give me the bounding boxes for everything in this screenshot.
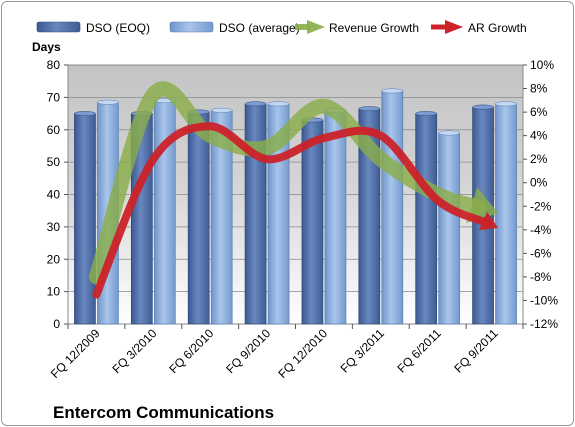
x-tick-label: FQ 6/2010 — [166, 326, 216, 376]
bar-dso-eoq-top — [415, 111, 437, 117]
legend-swatch-dso-eoq — [36, 21, 81, 33]
y-tick-label: 50 — [47, 155, 61, 169]
bar-dso-eoq — [74, 113, 96, 325]
ar-growth-line — [92, 122, 491, 299]
legend-label-revenue-growth: Revenue Growth — [329, 21, 419, 35]
bar-dso-average — [438, 132, 461, 325]
bar-dso-average — [324, 109, 347, 325]
bar-dso-average-top — [438, 130, 460, 136]
y-tick-label: 40 — [47, 188, 61, 202]
y-tick-label: 60 — [47, 123, 61, 137]
x-tick-label: FQ 12/2010 — [275, 326, 330, 381]
y2-tick-label: 6% — [530, 105, 548, 119]
y-tick-label: 0 — [53, 317, 60, 331]
x-tick-label: FQ 9/2010 — [223, 326, 273, 376]
y2-tick-label: 8% — [530, 82, 548, 96]
bar-dso-eoq-top — [244, 101, 267, 107]
y-tick-label: 30 — [47, 220, 61, 234]
bar-dso-average-top — [210, 107, 233, 113]
bar-dso-average-top — [381, 88, 404, 94]
y-tick-label: 70 — [47, 90, 61, 104]
bar-dso-eoq — [415, 113, 438, 325]
y2-tick-label: 4% — [530, 129, 548, 143]
y2-tick-label: -12% — [530, 317, 558, 331]
y2-tick-label: -2% — [530, 199, 552, 213]
line-series — [88, 81, 499, 299]
y-tick-label: 20 — [47, 252, 61, 266]
legend-swatch-ar-growth — [431, 20, 463, 34]
legend-swatch-dso-average — [169, 21, 214, 33]
x-tick-label: FQ 12/2009 — [48, 326, 103, 381]
y2-tick-label: 2% — [530, 152, 548, 166]
bar-dso-eoq — [301, 119, 324, 325]
revenue-growth-arrowhead — [466, 187, 499, 223]
x-tick-label: FQ 6/2011 — [394, 326, 444, 376]
ar-growth-arrowhead — [478, 211, 499, 231]
bar-dso-average — [381, 90, 404, 325]
x-tick-label: FQ 3/2011 — [338, 326, 388, 376]
bar-dso-average-top — [97, 99, 119, 105]
bar-dso-eoq — [244, 103, 267, 325]
legend-swatch-revenue-growth — [295, 20, 325, 34]
y-axis-title: Days — [32, 40, 61, 54]
bar-dso-average-top — [495, 101, 517, 107]
legend-label-dso-average: DSO (average) — [219, 21, 300, 35]
y2-tick-label: -4% — [530, 223, 552, 237]
bar-dso-average — [495, 103, 517, 325]
bar-dso-average-top — [267, 101, 290, 107]
bar-dso-eoq-top — [74, 111, 96, 117]
bar-dso-eoq-top — [358, 106, 381, 112]
y2-tick-label: 10% — [530, 58, 554, 72]
y2-tick-label: -8% — [530, 270, 552, 284]
x-tick-label: FQ 9/2011 — [451, 326, 501, 376]
bar-dso-eoq — [187, 111, 210, 325]
y2-tick-label: -10% — [530, 293, 558, 307]
y2-tick-label: -6% — [530, 246, 552, 260]
bar-dso-eoq-top — [472, 104, 494, 110]
y-tick-label: 10 — [47, 285, 61, 299]
x-tick-label: FQ 3/2010 — [109, 326, 159, 376]
legend-label-ar-growth: AR Growth — [468, 21, 527, 35]
y2-tick-label: 0% — [530, 176, 548, 190]
chart-title: Entercom Communications — [53, 403, 274, 422]
legend-label-dso-eoq: DSO (EOQ) — [86, 21, 150, 35]
y-tick-label: 80 — [47, 58, 61, 72]
legend: DSO (EOQ) DSO (average) Revenue Growth A… — [36, 20, 527, 35]
